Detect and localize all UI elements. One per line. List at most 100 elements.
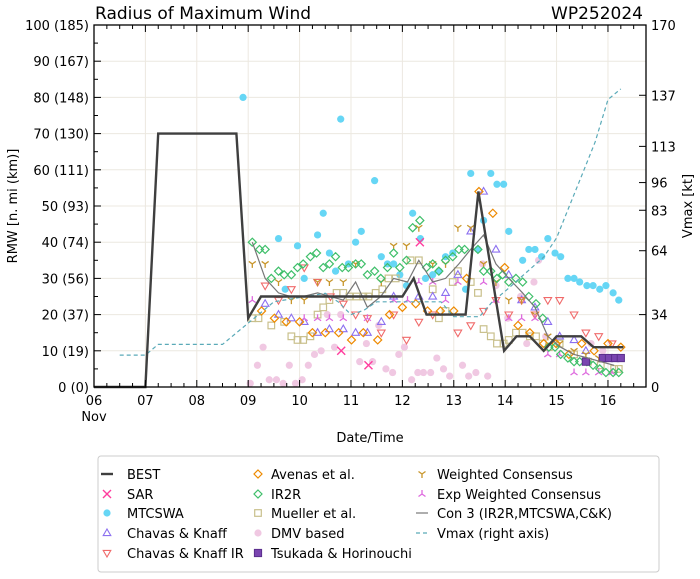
exp-weighted-consensus-point [543, 350, 552, 358]
chavas-knaff-ir-point [286, 286, 297, 295]
weighted-consensus-point [261, 260, 270, 268]
mueller-et-al-point [414, 256, 423, 265]
legend-label: Vmax (right axis) [437, 527, 549, 542]
dmv-based-point [382, 365, 390, 373]
y-tick-label: 70 (130) [33, 128, 89, 143]
legend-swatch [418, 470, 426, 478]
series-mtcswa [239, 93, 623, 304]
dmv-based-point [484, 372, 492, 380]
avenas-et-al-point [294, 316, 305, 327]
mtcswa-point [583, 282, 591, 290]
ir2r-point [427, 259, 438, 269]
ir2r-point [394, 262, 405, 273]
x-tick-sublabel: Nov [81, 410, 107, 425]
dmv-based-point [389, 368, 397, 377]
ir2r-point [273, 266, 284, 277]
chavas-knaff-ir-point [312, 278, 323, 288]
chavas-knaff-point [260, 298, 270, 307]
dmv-based-point [395, 350, 403, 359]
mtcswa-point [239, 93, 247, 101]
chavas-knaff-point [543, 316, 553, 325]
legend-swatch [102, 549, 112, 559]
legend-swatch [254, 509, 262, 517]
legend-swatch [253, 469, 263, 479]
dmv-based-point [599, 347, 607, 355]
dmv-based-point [272, 376, 281, 384]
dmv-based-point [400, 343, 409, 351]
ir2r-point [415, 215, 425, 226]
legend-item-avenas-et-al: Avenas et al. [253, 468, 355, 483]
ir2r-point [440, 255, 451, 266]
mtcswa-point [602, 282, 610, 290]
weighted-consensus-point [248, 260, 257, 268]
avenas-et-al-point [256, 306, 267, 316]
mtcswa-point [525, 245, 533, 254]
avenas-et-al-point [513, 320, 523, 331]
legend-label: IR2R [271, 488, 301, 503]
dmv-based-point [285, 361, 293, 369]
chavas-knaff-point [427, 291, 438, 300]
avenas-et-al-point [346, 335, 357, 345]
legend-item-best: BEST [101, 468, 160, 483]
chavas-knaff-point [324, 323, 335, 333]
ir2r-point [318, 262, 329, 273]
mtcswa-point [487, 169, 495, 178]
mtcswa-point [531, 245, 539, 254]
legend-label: Con 3 (IR2R,MTCSWA,C&K) [437, 507, 612, 522]
ir2r-point [550, 342, 560, 353]
chavas-knaff-point [569, 334, 579, 344]
legend-swatch [102, 527, 112, 537]
tsukada-horinouchi-point [581, 357, 590, 366]
avenas-et-al-point [358, 327, 369, 338]
weighted-consensus-point [402, 242, 411, 250]
series-weighted-consensus [248, 224, 603, 363]
mtcswa-point [331, 267, 340, 275]
ir2r-point [594, 364, 605, 374]
legend-label: Mueller et al. [271, 507, 356, 522]
legend-label: Exp Weighted Consensus [437, 488, 601, 503]
exp-weighted-consensus-point [313, 314, 322, 322]
ir2r-point [330, 251, 341, 262]
exp-weighted-consensus-point [570, 368, 578, 376]
y2-tick-label: 64 [651, 245, 668, 260]
mtcswa-point [589, 282, 597, 290]
weighted-consensus-point [414, 224, 423, 232]
chart-title: Radius of Maximum Wind [95, 4, 311, 24]
mtcswa-point [337, 115, 345, 123]
ir2r-point [401, 255, 412, 266]
y-tick-label: 50 (93) [42, 200, 89, 215]
legend-swatch [253, 489, 263, 499]
chavas-knaff-ir-point [543, 296, 553, 306]
mtcswa-point [313, 231, 322, 239]
avenas-et-al-point [487, 208, 498, 219]
ir2r-point [362, 269, 373, 280]
ir2r-point [447, 251, 458, 262]
ir2r-point [492, 273, 502, 284]
exp-weighted-consensus-point [504, 314, 513, 322]
storm-id: WP252024 [551, 4, 643, 24]
mtcswa-point [396, 271, 404, 279]
legend-label: Avenas et al. [271, 468, 355, 483]
chavas-knaff-ir-point [299, 264, 309, 273]
dmv-based-point [408, 376, 416, 384]
dmv-based-point [356, 358, 364, 366]
chavas-knaff-ir-point [260, 282, 270, 291]
dmv-based-point [291, 379, 300, 387]
y-tick-label: 90 (167) [33, 55, 89, 70]
mueller-et-al-point [493, 339, 501, 348]
mtcswa-point [319, 209, 327, 217]
ir2r-point [286, 269, 297, 280]
sar-point [336, 346, 346, 356]
legend: BEST SAR MTCSWA Chavas & Knaff Chavas & Knaf… [97, 455, 660, 573]
y-tick-label: 80 (148) [33, 91, 89, 106]
y-tick-label: 20 (37) [42, 309, 89, 324]
ir2r-point [601, 367, 611, 378]
ir2r-point [459, 244, 470, 255]
dmv-based-point [304, 361, 312, 369]
legend-item-chavas-knaff: Chavas & Knaff [102, 527, 228, 542]
exp-weighted-consensus-point [363, 314, 372, 322]
mtcswa-point [435, 267, 443, 275]
chavas-knaff-point [453, 269, 463, 278]
dmv-based-point [317, 347, 325, 355]
chavas-knaff-point [376, 316, 387, 325]
